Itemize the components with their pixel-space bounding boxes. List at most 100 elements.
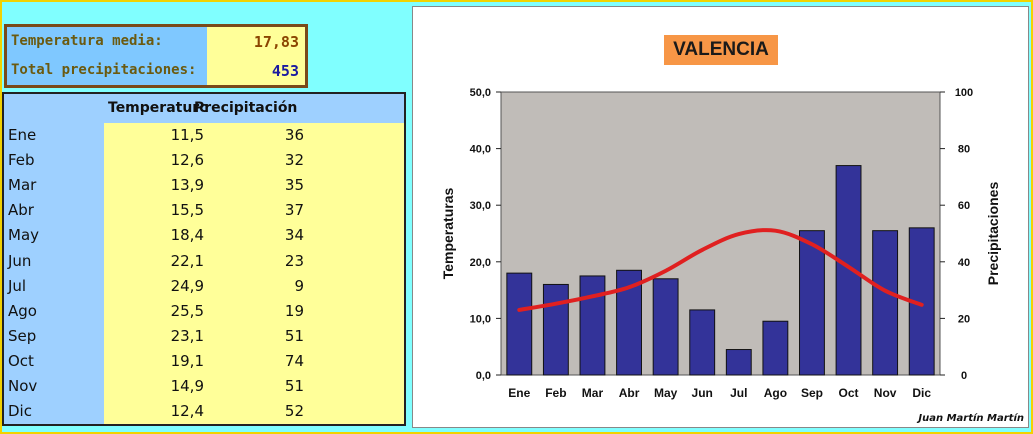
y-tick-label: 30,0	[470, 200, 491, 212]
y2-tick-label: 80	[958, 144, 970, 156]
y-tick-label: 10,0	[470, 313, 491, 325]
table-row: Oct 19,1 74	[4, 349, 404, 374]
row-precipitation[interactable]: 51	[284, 377, 304, 395]
data-table-values-area	[104, 123, 404, 424]
row-precipitation[interactable]: 9	[294, 276, 304, 295]
table-row: Jun 22,1 23	[4, 249, 404, 274]
table-row: Mar 13,9 35	[4, 173, 404, 198]
precip-bar	[689, 309, 716, 376]
y2-tick-label: 20	[958, 313, 970, 325]
y-tick-label: 20,0	[470, 257, 491, 269]
row-month[interactable]: Ene	[8, 126, 37, 144]
x-tick-label: Abr	[619, 386, 640, 400]
summary-precip-label: Total precipitaciones:	[11, 62, 197, 78]
row-month[interactable]: Ago	[8, 301, 37, 320]
row-month[interactable]: Nov	[8, 377, 38, 395]
y-axis-title: Temperaturas	[440, 188, 456, 280]
chart-area: VALENCIA 0,0 0 10,0 20 20,0 40 30,0 60 40,0 80 50,…	[412, 6, 1029, 428]
row-month[interactable]: Feb	[8, 151, 35, 170]
y-tick-label: 40,0	[470, 144, 491, 156]
author-credit: Juan Martín Martín	[918, 413, 1024, 424]
row-month[interactable]: May	[8, 226, 40, 245]
row-temperature[interactable]: 12,4	[170, 402, 204, 421]
row-temperature[interactable]: 14,9	[170, 377, 204, 395]
precip-bar	[725, 349, 752, 376]
row-precipitation[interactable]: 35	[284, 176, 304, 195]
row-temperature[interactable]: 18,4	[170, 226, 204, 245]
table-row: Ago 25,5 19	[4, 299, 404, 324]
table-row: Sep 23,1 51	[4, 324, 404, 349]
temperature-line	[517, 228, 924, 312]
x-tick-label: Nov	[874, 386, 897, 400]
header-precipitation: Precipitación	[194, 100, 298, 116]
table-row: Jul 24,9 9	[4, 274, 404, 299]
table-row: Feb 12,6 32	[4, 148, 404, 173]
x-tick-label: Dic	[912, 386, 931, 400]
row-month[interactable]: Oct	[8, 351, 34, 370]
data-table: Temperaturc Precipitación Ene 11,5 36 Feb 12…	[2, 92, 406, 426]
precip-bar	[506, 272, 533, 376]
table-row: Nov 14,9 51	[4, 374, 404, 399]
summary-temp-label: Temperatura media:	[11, 33, 163, 49]
y2-tick-label: 100	[955, 87, 973, 99]
row-precipitation[interactable]: 34	[284, 226, 304, 245]
x-tick-label: May	[654, 386, 678, 400]
row-precipitation[interactable]: 52	[284, 402, 304, 421]
summary-precip-row: Total precipitaciones: 453	[7, 56, 305, 85]
row-precipitation[interactable]: 23	[284, 251, 304, 270]
row-precipitation[interactable]: 74	[284, 351, 304, 370]
summary-precip-value: 453	[271, 62, 299, 80]
plot-area	[500, 91, 941, 376]
row-temperature[interactable]: 12,6	[170, 151, 204, 170]
precip-bar	[542, 283, 569, 376]
summary-temp-cell[interactable]: 17,83	[207, 27, 305, 56]
row-month[interactable]: Sep	[8, 326, 37, 345]
row-temperature[interactable]: 25,5	[170, 301, 204, 320]
row-month[interactable]: Jul	[8, 276, 27, 295]
precip-bar	[799, 230, 825, 376]
y2-tick-label: 40	[958, 257, 970, 269]
row-temperature[interactable]: 22,1	[170, 251, 204, 270]
x-tick-label: Jul	[730, 386, 747, 400]
row-month[interactable]: Mar	[8, 176, 37, 195]
row-temperature[interactable]: 23,1	[170, 326, 204, 345]
row-month[interactable]: Jun	[8, 251, 32, 270]
x-tick-label: Jun	[692, 386, 713, 400]
row-precipitation[interactable]: 19	[284, 301, 304, 320]
table-row: Abr 15,5 37	[4, 198, 404, 223]
y2-tick-label: 0	[961, 370, 967, 382]
table-row: May 18,4 34	[4, 223, 404, 248]
row-month[interactable]: Dic	[8, 402, 32, 421]
summary-box: Temperatura media: 17,83 Total precipita…	[4, 24, 308, 88]
row-temperature[interactable]: 24,9	[170, 276, 204, 295]
x-tick-label: Oct	[839, 386, 859, 400]
y2-tick-label: 60	[958, 200, 970, 212]
row-month[interactable]: Abr	[8, 201, 34, 220]
precip-bar	[762, 320, 789, 376]
summary-precip-cell[interactable]: 453	[207, 56, 305, 85]
table-row: Ene 11,5 36	[4, 123, 404, 148]
table-row: Dic 12,4 52	[4, 399, 404, 424]
x-tick-label: Ago	[764, 386, 787, 400]
row-precipitation[interactable]: 37	[284, 201, 304, 220]
precip-bar	[872, 230, 899, 376]
row-precipitation[interactable]: 36	[284, 126, 304, 144]
precip-bar	[579, 275, 606, 376]
row-temperature[interactable]: 19,1	[170, 351, 204, 370]
x-tick-label: Ene	[508, 386, 530, 400]
row-precipitation[interactable]: 32	[284, 151, 304, 170]
y2-axis-title: Precipitaciones	[985, 182, 1001, 286]
x-tick-label: Feb	[545, 386, 566, 400]
header-temperature: Temperaturc	[108, 100, 208, 116]
y-tick-label: 0,0	[476, 370, 491, 382]
x-tick-label: Sep	[801, 386, 823, 400]
precip-bar	[652, 278, 679, 376]
row-precipitation[interactable]: 51	[284, 326, 304, 345]
x-tick-label: Mar	[582, 386, 604, 400]
climate-chart: 0,0 0 10,0 20 20,0 40 30,0 60 40,0 80 50,0 100 Tempe…	[440, 87, 1001, 400]
row-temperature[interactable]: 11,5	[170, 126, 204, 144]
row-temperature[interactable]: 15,5	[170, 201, 204, 220]
y-tick-label: 50,0	[470, 87, 491, 99]
row-temperature[interactable]: 13,9	[170, 176, 204, 195]
chart-title: VALENCIA	[664, 35, 778, 65]
